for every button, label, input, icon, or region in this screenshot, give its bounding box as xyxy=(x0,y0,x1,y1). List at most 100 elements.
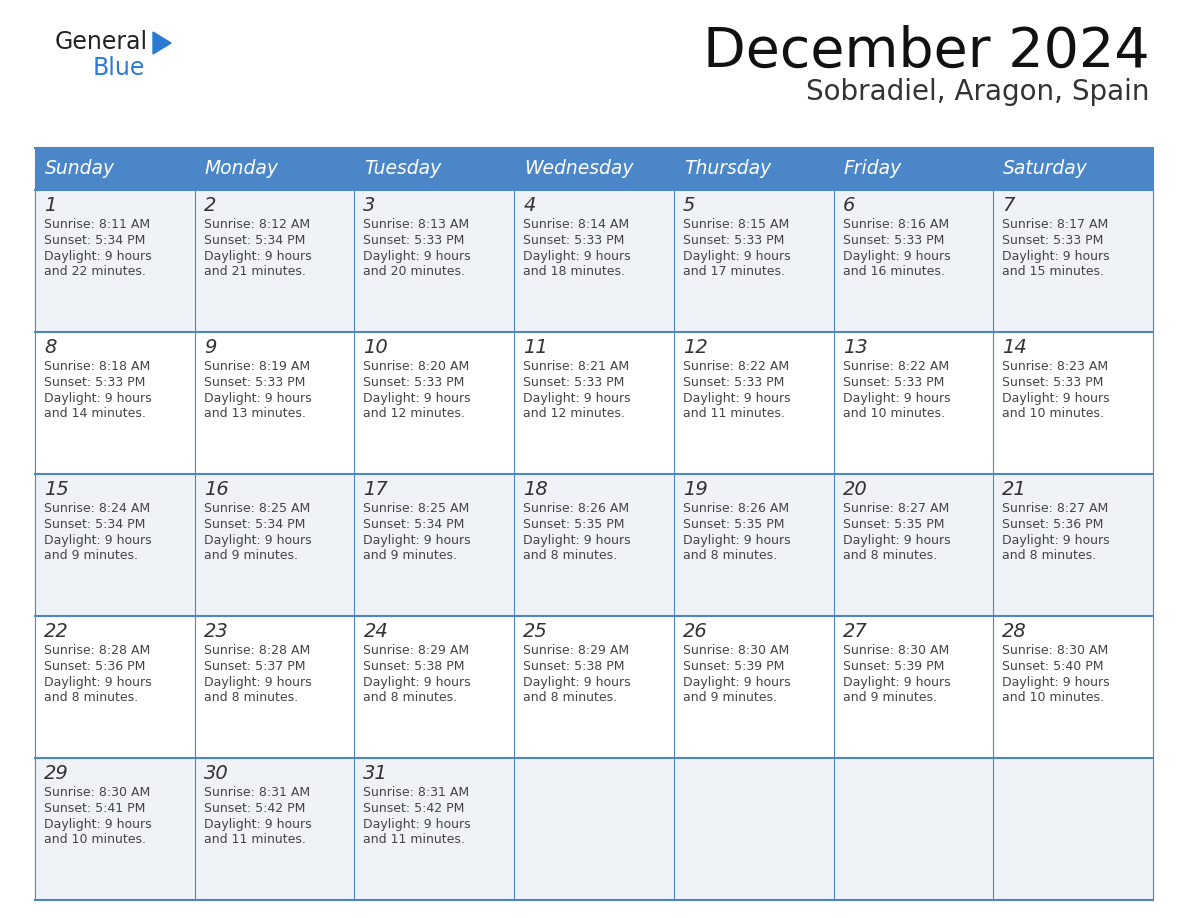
Text: 7: 7 xyxy=(1003,196,1015,215)
Text: Daylight: 9 hours: Daylight: 9 hours xyxy=(44,676,152,689)
Text: Sunrise: 8:31 AM: Sunrise: 8:31 AM xyxy=(203,786,310,799)
Text: Friday: Friday xyxy=(843,160,902,178)
Text: 8: 8 xyxy=(44,338,56,357)
Text: Wednesday: Wednesday xyxy=(524,160,633,178)
Text: Daylight: 9 hours: Daylight: 9 hours xyxy=(842,250,950,263)
Text: Sunset: 5:33 PM: Sunset: 5:33 PM xyxy=(203,376,305,389)
Text: 25: 25 xyxy=(523,622,548,641)
Text: Daylight: 9 hours: Daylight: 9 hours xyxy=(683,534,790,547)
Text: Sunrise: 8:21 AM: Sunrise: 8:21 AM xyxy=(523,360,630,373)
Text: 30: 30 xyxy=(203,764,228,783)
Text: Sunrise: 8:12 AM: Sunrise: 8:12 AM xyxy=(203,218,310,231)
Text: and 8 minutes.: and 8 minutes. xyxy=(683,549,777,562)
Text: Daylight: 9 hours: Daylight: 9 hours xyxy=(203,534,311,547)
Text: and 15 minutes.: and 15 minutes. xyxy=(1003,265,1105,278)
Text: Sunset: 5:42 PM: Sunset: 5:42 PM xyxy=(364,802,465,815)
Text: and 18 minutes.: and 18 minutes. xyxy=(523,265,625,278)
Text: Daylight: 9 hours: Daylight: 9 hours xyxy=(203,676,311,689)
Text: and 11 minutes.: and 11 minutes. xyxy=(683,407,785,420)
Text: 27: 27 xyxy=(842,622,867,641)
Text: Sunset: 5:33 PM: Sunset: 5:33 PM xyxy=(1003,376,1104,389)
Text: 20: 20 xyxy=(842,480,867,499)
Text: and 8 minutes.: and 8 minutes. xyxy=(364,691,457,704)
Text: Daylight: 9 hours: Daylight: 9 hours xyxy=(364,392,472,405)
Text: Sunset: 5:36 PM: Sunset: 5:36 PM xyxy=(1003,518,1104,531)
Text: and 17 minutes.: and 17 minutes. xyxy=(683,265,785,278)
Text: and 11 minutes.: and 11 minutes. xyxy=(203,833,305,846)
Bar xyxy=(34,474,1154,616)
Text: Sunrise: 8:17 AM: Sunrise: 8:17 AM xyxy=(1003,218,1108,231)
Text: and 9 minutes.: and 9 minutes. xyxy=(842,691,936,704)
Text: and 9 minutes.: and 9 minutes. xyxy=(364,549,457,562)
Text: Sunrise: 8:20 AM: Sunrise: 8:20 AM xyxy=(364,360,469,373)
Text: Sunrise: 8:15 AM: Sunrise: 8:15 AM xyxy=(683,218,789,231)
Text: Daylight: 9 hours: Daylight: 9 hours xyxy=(1003,534,1110,547)
Text: Sunset: 5:41 PM: Sunset: 5:41 PM xyxy=(44,802,145,815)
Text: December 2024: December 2024 xyxy=(703,25,1150,79)
Bar xyxy=(34,332,1154,474)
Text: Blue: Blue xyxy=(93,56,145,80)
Text: and 21 minutes.: and 21 minutes. xyxy=(203,265,305,278)
Text: and 13 minutes.: and 13 minutes. xyxy=(203,407,305,420)
Text: Daylight: 9 hours: Daylight: 9 hours xyxy=(523,250,631,263)
Text: Sunrise: 8:24 AM: Sunrise: 8:24 AM xyxy=(44,502,150,515)
Text: 17: 17 xyxy=(364,480,388,499)
Text: Sunset: 5:39 PM: Sunset: 5:39 PM xyxy=(683,660,784,673)
Text: Sunrise: 8:31 AM: Sunrise: 8:31 AM xyxy=(364,786,469,799)
Text: 18: 18 xyxy=(523,480,548,499)
Text: 22: 22 xyxy=(44,622,69,641)
Text: Sunday: Sunday xyxy=(45,160,115,178)
Text: Thursday: Thursday xyxy=(684,160,771,178)
Text: Sunrise: 8:29 AM: Sunrise: 8:29 AM xyxy=(523,644,630,657)
Text: Daylight: 9 hours: Daylight: 9 hours xyxy=(842,534,950,547)
Text: Sunrise: 8:26 AM: Sunrise: 8:26 AM xyxy=(683,502,789,515)
Text: Daylight: 9 hours: Daylight: 9 hours xyxy=(842,676,950,689)
Text: and 20 minutes.: and 20 minutes. xyxy=(364,265,466,278)
Text: and 8 minutes.: and 8 minutes. xyxy=(842,549,936,562)
Text: Daylight: 9 hours: Daylight: 9 hours xyxy=(44,250,152,263)
Text: Sunset: 5:33 PM: Sunset: 5:33 PM xyxy=(44,376,145,389)
Text: Sunset: 5:38 PM: Sunset: 5:38 PM xyxy=(364,660,465,673)
Text: and 12 minutes.: and 12 minutes. xyxy=(523,407,625,420)
Text: Daylight: 9 hours: Daylight: 9 hours xyxy=(203,250,311,263)
Text: and 9 minutes.: and 9 minutes. xyxy=(44,549,138,562)
Text: 29: 29 xyxy=(44,764,69,783)
Text: Sunrise: 8:30 AM: Sunrise: 8:30 AM xyxy=(1003,644,1108,657)
Text: Daylight: 9 hours: Daylight: 9 hours xyxy=(364,534,472,547)
Text: Sunrise: 8:22 AM: Sunrise: 8:22 AM xyxy=(683,360,789,373)
Text: Daylight: 9 hours: Daylight: 9 hours xyxy=(842,392,950,405)
Text: Daylight: 9 hours: Daylight: 9 hours xyxy=(44,818,152,831)
Text: Sobradiel, Aragon, Spain: Sobradiel, Aragon, Spain xyxy=(807,78,1150,106)
Text: 28: 28 xyxy=(1003,622,1028,641)
Text: 6: 6 xyxy=(842,196,855,215)
Text: Sunset: 5:33 PM: Sunset: 5:33 PM xyxy=(1003,234,1104,247)
Text: Sunset: 5:33 PM: Sunset: 5:33 PM xyxy=(842,234,944,247)
Text: Daylight: 9 hours: Daylight: 9 hours xyxy=(364,676,472,689)
Text: and 8 minutes.: and 8 minutes. xyxy=(44,691,138,704)
Text: and 8 minutes.: and 8 minutes. xyxy=(1003,549,1097,562)
Text: General: General xyxy=(55,30,148,54)
Text: 12: 12 xyxy=(683,338,708,357)
Text: and 8 minutes.: and 8 minutes. xyxy=(203,691,298,704)
Text: Sunset: 5:35 PM: Sunset: 5:35 PM xyxy=(683,518,784,531)
Text: 21: 21 xyxy=(1003,480,1028,499)
Text: Daylight: 9 hours: Daylight: 9 hours xyxy=(203,392,311,405)
Text: 13: 13 xyxy=(842,338,867,357)
Text: Sunset: 5:38 PM: Sunset: 5:38 PM xyxy=(523,660,625,673)
Text: and 8 minutes.: and 8 minutes. xyxy=(523,691,618,704)
Text: Sunrise: 8:26 AM: Sunrise: 8:26 AM xyxy=(523,502,630,515)
Text: Daylight: 9 hours: Daylight: 9 hours xyxy=(44,392,152,405)
Text: 31: 31 xyxy=(364,764,388,783)
Text: Sunrise: 8:25 AM: Sunrise: 8:25 AM xyxy=(203,502,310,515)
Text: Sunrise: 8:16 AM: Sunrise: 8:16 AM xyxy=(842,218,949,231)
Text: Sunrise: 8:27 AM: Sunrise: 8:27 AM xyxy=(842,502,949,515)
Text: Sunrise: 8:27 AM: Sunrise: 8:27 AM xyxy=(1003,502,1108,515)
Text: and 11 minutes.: and 11 minutes. xyxy=(364,833,466,846)
Text: Saturday: Saturday xyxy=(1004,160,1088,178)
Text: 16: 16 xyxy=(203,480,228,499)
Text: Sunrise: 8:14 AM: Sunrise: 8:14 AM xyxy=(523,218,630,231)
Text: Daylight: 9 hours: Daylight: 9 hours xyxy=(523,676,631,689)
Text: and 10 minutes.: and 10 minutes. xyxy=(1003,691,1105,704)
Text: Tuesday: Tuesday xyxy=(365,160,442,178)
Text: Sunset: 5:34 PM: Sunset: 5:34 PM xyxy=(203,234,305,247)
